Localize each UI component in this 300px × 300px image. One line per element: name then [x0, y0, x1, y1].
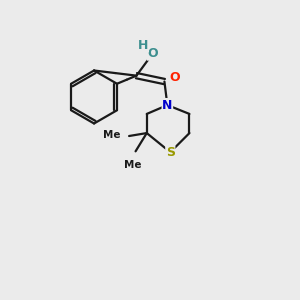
Text: Me: Me: [103, 130, 120, 140]
Text: Me: Me: [124, 160, 141, 170]
Text: O: O: [169, 70, 180, 84]
Text: N: N: [162, 99, 172, 112]
Text: O: O: [147, 47, 158, 60]
Text: H: H: [138, 39, 148, 52]
Text: S: S: [166, 146, 175, 159]
